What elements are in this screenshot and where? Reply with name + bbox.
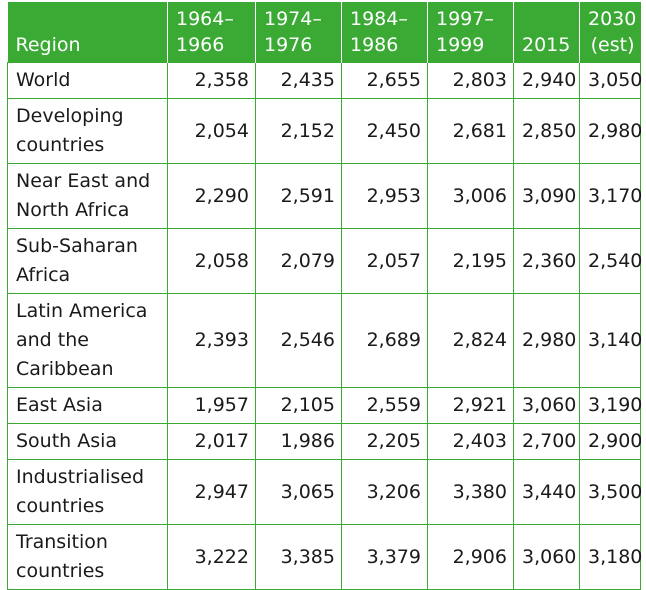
value-cell: 2,360: [513, 228, 580, 294]
region-cell: South Asia: [7, 423, 168, 460]
value-cell: 3,206: [341, 459, 428, 525]
table-row: South Asia 2,017 1,986 2,205 2,403 2,700 2,900: [7, 423, 642, 460]
data-table-container: Region 1964– 1966 1974– 1976 1984– 1986 1997…: [7, 2, 642, 590]
value-cell: 3,222: [167, 524, 256, 590]
value-cell: 2,058: [167, 228, 256, 294]
header-period-4: 1997– 1999: [427, 2, 514, 63]
region-cell: Industrialised countries: [7, 459, 168, 525]
value-cell: 2,940: [513, 62, 580, 99]
value-cell: 3,379: [341, 524, 428, 590]
value-cell: 3,090: [513, 163, 580, 229]
value-cell: 2,906: [427, 524, 514, 590]
value-cell: 2,057: [341, 228, 428, 294]
header-period-1: 1964– 1966: [167, 2, 256, 63]
value-cell: 2,079: [255, 228, 342, 294]
table-row: Sub-Saharan Africa 2,058 2,079 2,057 2,195 2,…: [7, 228, 642, 294]
table-header-row: Region 1964– 1966 1974– 1976 1984– 1986 1997…: [7, 2, 641, 63]
header-region: Region: [7, 2, 168, 63]
value-cell: 3,050: [579, 62, 642, 99]
header-period-2: 1974– 1976: [255, 2, 342, 63]
header-period-6: 2030 (est): [579, 2, 641, 63]
value-cell: 2,393: [167, 293, 256, 388]
value-cell: 2,195: [427, 228, 514, 294]
table-row: Near East and North Africa 2,290 2,591 2,95…: [7, 163, 642, 229]
value-cell: 2,980: [513, 293, 580, 388]
table-row: Transition countries 3,222 3,385 3,379 2,906…: [7, 524, 642, 590]
value-cell: 3,006: [427, 163, 514, 229]
value-cell: 2,900: [579, 423, 642, 460]
value-cell: 1,957: [167, 387, 256, 424]
value-cell: 3,500: [579, 459, 642, 525]
value-cell: 2,435: [255, 62, 342, 99]
table-row: Latin America and the Caribbean 2,393 2,54…: [7, 293, 642, 388]
value-cell: 2,655: [341, 62, 428, 99]
value-cell: 3,060: [513, 387, 580, 424]
value-cell: 2,290: [167, 163, 256, 229]
value-cell: 2,980: [579, 98, 642, 164]
region-cell: World: [7, 62, 168, 99]
value-cell: 2,824: [427, 293, 514, 388]
calorie-table: Region 1964– 1966 1974– 1976 1984– 1986 1997…: [7, 2, 642, 590]
value-cell: 2,803: [427, 62, 514, 99]
table-row: World 2,358 2,435 2,655 2,803 2,940 3,050: [7, 62, 642, 99]
region-cell: Sub-Saharan Africa: [7, 228, 168, 294]
value-cell: 3,440: [513, 459, 580, 525]
value-cell: 2,054: [167, 98, 256, 164]
region-cell: East Asia: [7, 387, 168, 424]
value-cell: 3,140: [579, 293, 642, 388]
value-cell: 2,700: [513, 423, 580, 460]
value-cell: 2,591: [255, 163, 342, 229]
value-cell: 2,850: [513, 98, 580, 164]
region-cell: Near East and North Africa: [7, 163, 168, 229]
region-cell: Developing countries: [7, 98, 168, 164]
value-cell: 2,947: [167, 459, 256, 525]
value-cell: 3,180: [579, 524, 642, 590]
value-cell: 2,152: [255, 98, 342, 164]
table-row: Industrialised countries 2,947 3,065 3,206 3…: [7, 459, 642, 525]
value-cell: 2,546: [255, 293, 342, 388]
value-cell: 2,953: [341, 163, 428, 229]
region-cell: Latin America and the Caribbean: [7, 293, 168, 388]
value-cell: 2,105: [255, 387, 342, 424]
header-period-5: 2015: [513, 2, 580, 63]
value-cell: 2,689: [341, 293, 428, 388]
value-cell: 1,986: [255, 423, 342, 460]
value-cell: 2,681: [427, 98, 514, 164]
value-cell: 2,358: [167, 62, 256, 99]
value-cell: 2,403: [427, 423, 514, 460]
value-cell: 3,190: [579, 387, 642, 424]
value-cell: 2,450: [341, 98, 428, 164]
value-cell: 3,170: [579, 163, 642, 229]
value-cell: 2,540: [579, 228, 642, 294]
value-cell: 3,060: [513, 524, 580, 590]
value-cell: 2,205: [341, 423, 428, 460]
table-row: Developing countries 2,054 2,152 2,450 2,681…: [7, 98, 642, 164]
value-cell: 2,921: [427, 387, 514, 424]
value-cell: 2,559: [341, 387, 428, 424]
value-cell: 3,380: [427, 459, 514, 525]
region-cell: Transition countries: [7, 524, 168, 590]
value-cell: 3,065: [255, 459, 342, 525]
table-body: World 2,358 2,435 2,655 2,803 2,940 3,050 Devel…: [7, 62, 642, 590]
value-cell: 2,017: [167, 423, 256, 460]
header-period-3: 1984– 1986: [341, 2, 428, 63]
value-cell: 3,385: [255, 524, 342, 590]
table-row: East Asia 1,957 2,105 2,559 2,921 3,060 3,190: [7, 387, 642, 424]
